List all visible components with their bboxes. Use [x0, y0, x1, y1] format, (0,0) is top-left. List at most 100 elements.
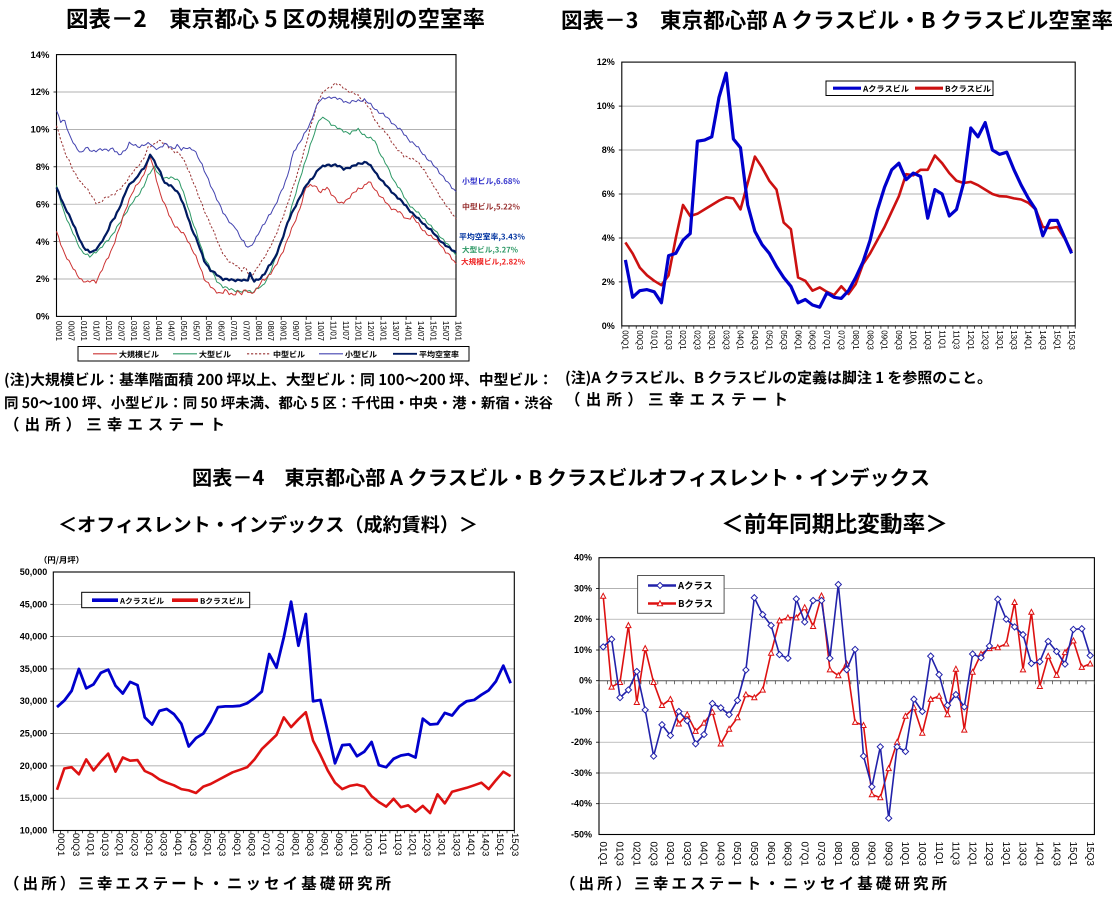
- svg-text:20%: 20%: [574, 614, 592, 624]
- svg-text:13/01: 13/01: [379, 321, 388, 342]
- svg-text:13Q1: 13Q1: [436, 833, 447, 856]
- svg-text:15Q1: 15Q1: [494, 833, 505, 856]
- svg-text:08/01: 08/01: [254, 321, 263, 342]
- svg-text:05Q1: 05Q1: [731, 842, 742, 867]
- svg-text:2%: 2%: [602, 277, 615, 287]
- svg-text:10Q3: 10Q3: [363, 833, 374, 856]
- svg-text:11Q1: 11Q1: [937, 330, 946, 350]
- svg-text:07/01: 07/01: [229, 321, 238, 342]
- svg-text:12Q1: 12Q1: [966, 330, 975, 350]
- svg-text:6%: 6%: [36, 199, 50, 210]
- svg-text:12%: 12%: [597, 57, 615, 67]
- svg-text:10/01: 10/01: [304, 321, 313, 342]
- svg-text:04Q3: 04Q3: [750, 330, 759, 350]
- svg-text:10%: 10%: [30, 125, 50, 136]
- svg-text:01Q1: 01Q1: [597, 842, 608, 867]
- svg-text:07Q3: 07Q3: [275, 833, 286, 856]
- svg-text:02/01: 02/01: [104, 321, 113, 342]
- svg-text:02/07: 02/07: [116, 321, 125, 342]
- svg-text:11Q3: 11Q3: [950, 842, 961, 866]
- svg-text:50,000: 50,000: [20, 567, 48, 577]
- svg-text:15Q3: 15Q3: [1084, 842, 1095, 867]
- svg-text:-20%: -20%: [571, 737, 592, 747]
- svg-text:05Q1: 05Q1: [765, 330, 774, 350]
- svg-text:13Q3: 13Q3: [1017, 842, 1028, 867]
- svg-text:05Q3: 05Q3: [779, 330, 788, 350]
- svg-text:02Q1: 02Q1: [631, 842, 642, 867]
- svg-text:11Q1: 11Q1: [377, 833, 388, 856]
- svg-text:15/01: 15/01: [429, 321, 438, 342]
- svg-text:04Q1: 04Q1: [736, 330, 745, 350]
- svg-text:05Q3: 05Q3: [748, 842, 759, 867]
- svg-text:08Q3: 08Q3: [865, 330, 874, 350]
- svg-text:01Q3: 01Q3: [99, 833, 110, 856]
- svg-text:08Q1: 08Q1: [289, 833, 300, 856]
- svg-text:02Q3: 02Q3: [647, 842, 658, 867]
- svg-text:07/07: 07/07: [241, 321, 250, 342]
- svg-text:04Q3: 04Q3: [187, 833, 198, 856]
- svg-text:09Q3: 09Q3: [333, 833, 344, 856]
- svg-text:08Q3: 08Q3: [304, 833, 315, 856]
- svg-text:07Q3: 07Q3: [837, 330, 846, 350]
- svg-text:11Q1: 11Q1: [933, 842, 944, 866]
- svg-text:01Q3: 01Q3: [664, 330, 673, 350]
- svg-text:06Q3: 06Q3: [808, 330, 817, 350]
- svg-text:00Q3: 00Q3: [70, 833, 81, 856]
- svg-text:12Q1: 12Q1: [406, 833, 417, 856]
- svg-text:07Q1: 07Q1: [798, 842, 809, 867]
- svg-text:12%: 12%: [30, 87, 50, 98]
- svg-text:2%: 2%: [36, 274, 50, 285]
- svg-text:-30%: -30%: [571, 768, 592, 778]
- svg-text:45,000: 45,000: [20, 599, 48, 609]
- svg-text:11Q3: 11Q3: [392, 833, 403, 856]
- svg-text:04Q1: 04Q1: [172, 833, 183, 856]
- svg-text:00/07: 00/07: [67, 321, 76, 342]
- svg-text:06Q1: 06Q1: [765, 842, 776, 867]
- svg-text:06Q1: 06Q1: [231, 833, 242, 856]
- svg-text:02Q3: 02Q3: [128, 833, 139, 856]
- svg-text:11Q3: 11Q3: [952, 330, 961, 350]
- svg-text:03Q1: 03Q1: [143, 833, 154, 856]
- svg-text:14%: 14%: [30, 50, 50, 61]
- svg-text:14Q1: 14Q1: [465, 833, 476, 856]
- svg-text:8%: 8%: [36, 162, 50, 173]
- svg-text:15/07: 15/07: [441, 321, 450, 342]
- svg-text:30,000: 30,000: [20, 696, 48, 706]
- svg-text:03/01: 03/01: [129, 321, 138, 342]
- svg-text:03Q3: 03Q3: [721, 330, 730, 350]
- svg-text:03Q3: 03Q3: [158, 833, 169, 856]
- svg-text:09Q3: 09Q3: [894, 330, 903, 350]
- svg-text:14Q1: 14Q1: [1034, 842, 1045, 867]
- svg-text:08Q1: 08Q1: [832, 842, 843, 867]
- svg-text:01/07: 01/07: [92, 321, 101, 342]
- svg-text:14Q3: 14Q3: [1050, 842, 1061, 867]
- svg-text:00Q3: 00Q3: [635, 330, 644, 350]
- svg-text:10,000: 10,000: [20, 826, 48, 836]
- svg-text:10Q1: 10Q1: [899, 842, 910, 867]
- svg-text:12Q3: 12Q3: [421, 833, 432, 856]
- svg-text:07Q3: 07Q3: [815, 842, 826, 867]
- svg-text:09Q1: 09Q1: [866, 842, 877, 867]
- svg-text:-10%: -10%: [571, 707, 592, 717]
- svg-text:40,000: 40,000: [20, 632, 48, 642]
- svg-text:05Q1: 05Q1: [202, 833, 213, 856]
- svg-text:10Q3: 10Q3: [923, 330, 932, 350]
- svg-text:13Q1: 13Q1: [995, 330, 1004, 350]
- svg-text:05Q3: 05Q3: [216, 833, 227, 856]
- svg-text:12/07: 12/07: [366, 321, 375, 342]
- svg-text:13/07: 13/07: [391, 321, 400, 342]
- svg-text:-50%: -50%: [571, 830, 592, 840]
- svg-text:20,000: 20,000: [20, 761, 48, 771]
- svg-text:12/01: 12/01: [354, 321, 363, 342]
- svg-text:03/07: 03/07: [141, 321, 150, 342]
- svg-text:04Q1: 04Q1: [698, 842, 709, 867]
- svg-text:02Q1: 02Q1: [678, 330, 687, 350]
- svg-text:03Q1: 03Q1: [664, 842, 675, 867]
- svg-text:06Q3: 06Q3: [782, 842, 793, 867]
- svg-text:01Q1: 01Q1: [84, 833, 95, 856]
- svg-text:40%: 40%: [574, 553, 592, 563]
- svg-text:05/07: 05/07: [191, 321, 200, 342]
- svg-text:14Q3: 14Q3: [480, 833, 491, 856]
- svg-text:14Q1: 14Q1: [1024, 330, 1033, 350]
- svg-text:10/07: 10/07: [316, 321, 325, 342]
